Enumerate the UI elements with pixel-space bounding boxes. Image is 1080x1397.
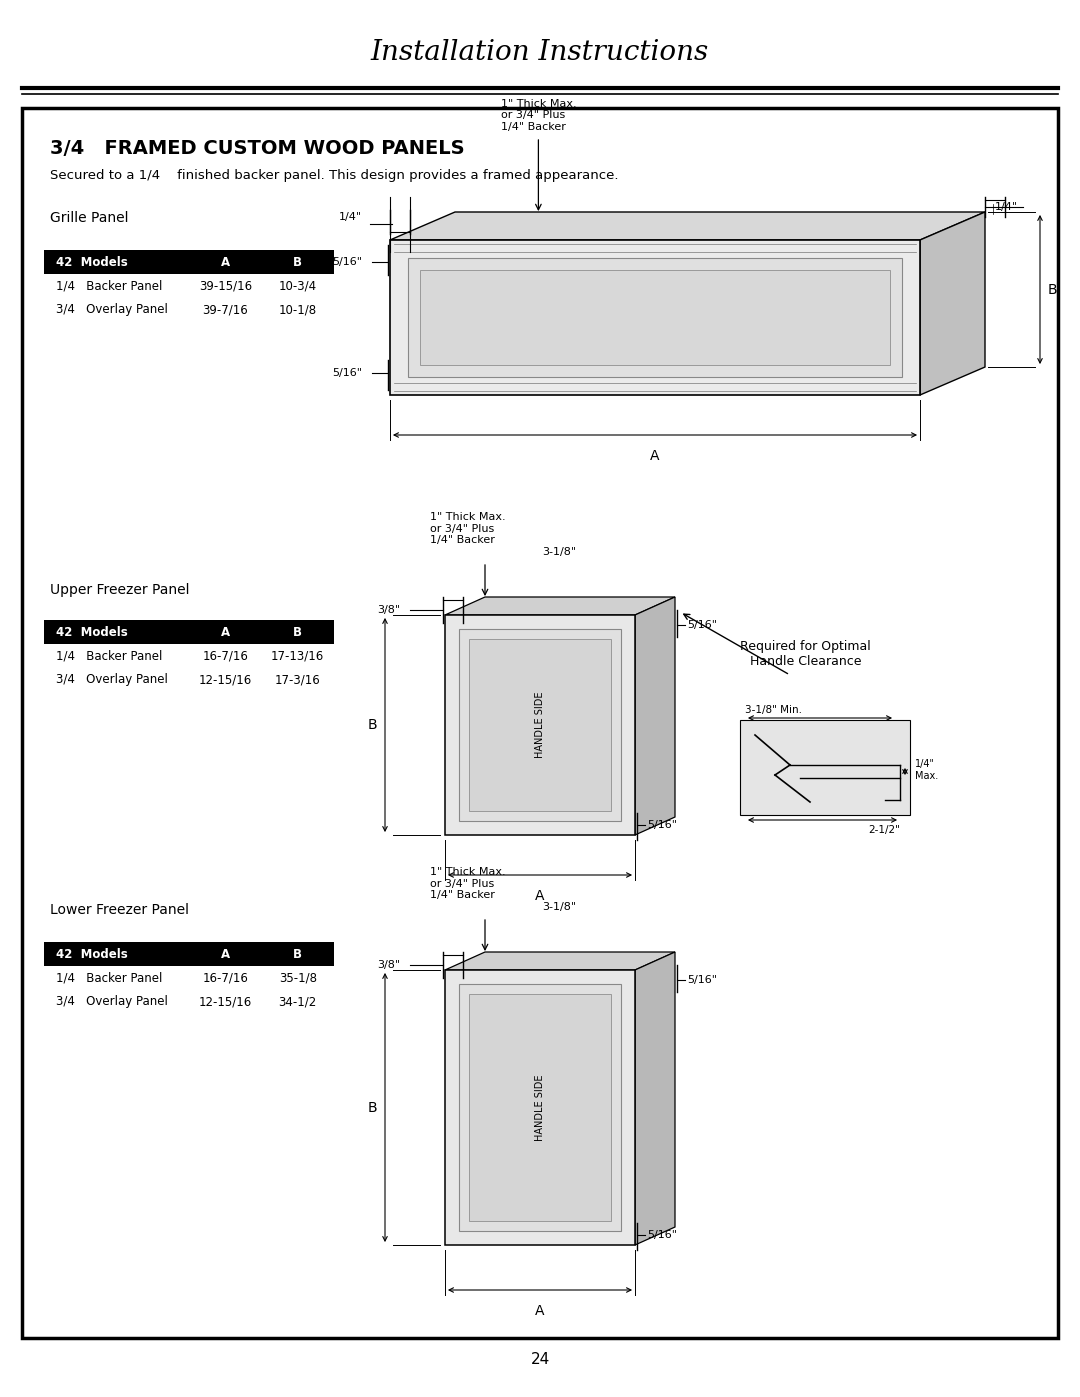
Text: 3/4   FRAMED CUSTOM WOOD PANELS: 3/4 FRAMED CUSTOM WOOD PANELS [50, 138, 464, 158]
Text: B: B [294, 947, 302, 961]
Bar [740, 719, 910, 814]
Bar [408, 258, 902, 377]
Text: 1/4": 1/4" [339, 212, 362, 222]
Text: A: A [220, 947, 230, 961]
Text: B: B [294, 626, 302, 638]
Text: 1" Thick Max.
or 3/4" Plus
1/4" Backer: 1" Thick Max. or 3/4" Plus 1/4" Backer [430, 511, 505, 545]
Text: A: A [650, 448, 660, 462]
Text: B: B [367, 718, 377, 732]
Bar [445, 615, 635, 835]
Text: 1/4"
Max.: 1/4" Max. [915, 759, 939, 781]
Text: Secured to a 1/4    finished backer panel. This design provides a framed appeara: Secured to a 1/4 finished backer panel. … [50, 169, 619, 182]
Text: 12-15/16: 12-15/16 [199, 673, 252, 686]
Text: Required for Optimal
Handle Clearance: Required for Optimal Handle Clearance [740, 640, 870, 668]
Text: 3-1/8" Min.: 3-1/8" Min. [745, 705, 802, 715]
Text: 3-1/8": 3-1/8" [542, 548, 576, 557]
Text: A: A [536, 1303, 544, 1317]
Polygon shape [390, 212, 985, 240]
Text: B: B [367, 1101, 377, 1115]
Text: 10-3/4: 10-3/4 [279, 279, 316, 292]
Bar [189, 942, 261, 965]
Text: 3/8": 3/8" [377, 605, 400, 615]
Text: Grille Panel: Grille Panel [50, 211, 129, 225]
Text: A: A [220, 626, 230, 638]
Text: 34-1/2: 34-1/2 [279, 996, 316, 1009]
Text: 1/4   Backer Panel: 1/4 Backer Panel [55, 650, 162, 662]
Text: 3/4   Overlay Panel: 3/4 Overlay Panel [55, 673, 167, 686]
Text: 42  Models: 42 Models [55, 256, 127, 268]
Text: 12-15/16: 12-15/16 [199, 996, 252, 1009]
Text: 1/4": 1/4" [995, 203, 1018, 212]
Bar [390, 240, 920, 395]
Bar [459, 629, 621, 821]
Bar [469, 638, 611, 812]
Bar [44, 942, 189, 965]
Text: 42  Models: 42 Models [55, 626, 127, 638]
Bar [44, 250, 189, 274]
Text: 3/8": 3/8" [377, 960, 400, 970]
Polygon shape [635, 951, 675, 1245]
Bar [459, 983, 621, 1231]
Polygon shape [635, 597, 675, 835]
Text: 5/16": 5/16" [647, 820, 677, 830]
Text: 42  Models: 42 Models [55, 947, 127, 961]
Text: 39-7/16: 39-7/16 [202, 303, 248, 317]
Text: 3/4   Overlay Panel: 3/4 Overlay Panel [55, 303, 167, 317]
Text: 16-7/16: 16-7/16 [202, 650, 248, 662]
Text: B: B [1048, 282, 1057, 296]
Bar [420, 270, 890, 365]
Text: 1" Thick Max.
or 3/4" Plus
1/4" Backer: 1" Thick Max. or 3/4" Plus 1/4" Backer [430, 868, 505, 900]
Text: B: B [294, 256, 302, 268]
Text: 5/16": 5/16" [647, 1229, 677, 1241]
Text: 3/4   Overlay Panel: 3/4 Overlay Panel [55, 996, 167, 1009]
Text: Installation Instructions: Installation Instructions [370, 39, 710, 66]
Text: HANDLE SIDE: HANDLE SIDE [535, 1074, 545, 1141]
Text: 17-3/16: 17-3/16 [275, 673, 321, 686]
Bar [22, 108, 1058, 1338]
Text: 1/4   Backer Panel: 1/4 Backer Panel [55, 971, 162, 985]
Text: A: A [536, 888, 544, 902]
Text: 5/16": 5/16" [687, 975, 717, 985]
Polygon shape [445, 597, 675, 615]
Text: 5/16": 5/16" [332, 257, 362, 267]
Polygon shape [445, 951, 675, 970]
Text: A: A [220, 256, 230, 268]
Text: 10-1/8: 10-1/8 [279, 303, 316, 317]
Bar [261, 942, 334, 965]
Text: 24: 24 [530, 1352, 550, 1368]
Text: 39-15/16: 39-15/16 [199, 279, 252, 292]
Text: 1" Thick Max.
or 3/4" Plus
1/4" Backer: 1" Thick Max. or 3/4" Plus 1/4" Backer [501, 99, 577, 131]
Bar [189, 250, 261, 274]
Bar [44, 620, 189, 644]
Bar [445, 970, 635, 1245]
Bar [261, 620, 334, 644]
Text: 35-1/8: 35-1/8 [279, 971, 316, 985]
Text: 1/4   Backer Panel: 1/4 Backer Panel [55, 279, 162, 292]
Text: 16-7/16: 16-7/16 [202, 971, 248, 985]
Bar [261, 250, 334, 274]
Polygon shape [920, 212, 985, 395]
Text: 5/16": 5/16" [687, 620, 717, 630]
Text: Upper Freezer Panel: Upper Freezer Panel [50, 583, 189, 597]
Text: 17-13/16: 17-13/16 [271, 650, 324, 662]
Text: HANDLE SIDE: HANDLE SIDE [535, 692, 545, 759]
Bar [469, 995, 611, 1221]
Text: 5/16": 5/16" [332, 367, 362, 379]
Text: 2-1/2": 2-1/2" [868, 826, 900, 835]
Text: 3-1/8": 3-1/8" [542, 902, 576, 912]
Text: Lower Freezer Panel: Lower Freezer Panel [50, 902, 189, 916]
Bar [189, 620, 261, 644]
